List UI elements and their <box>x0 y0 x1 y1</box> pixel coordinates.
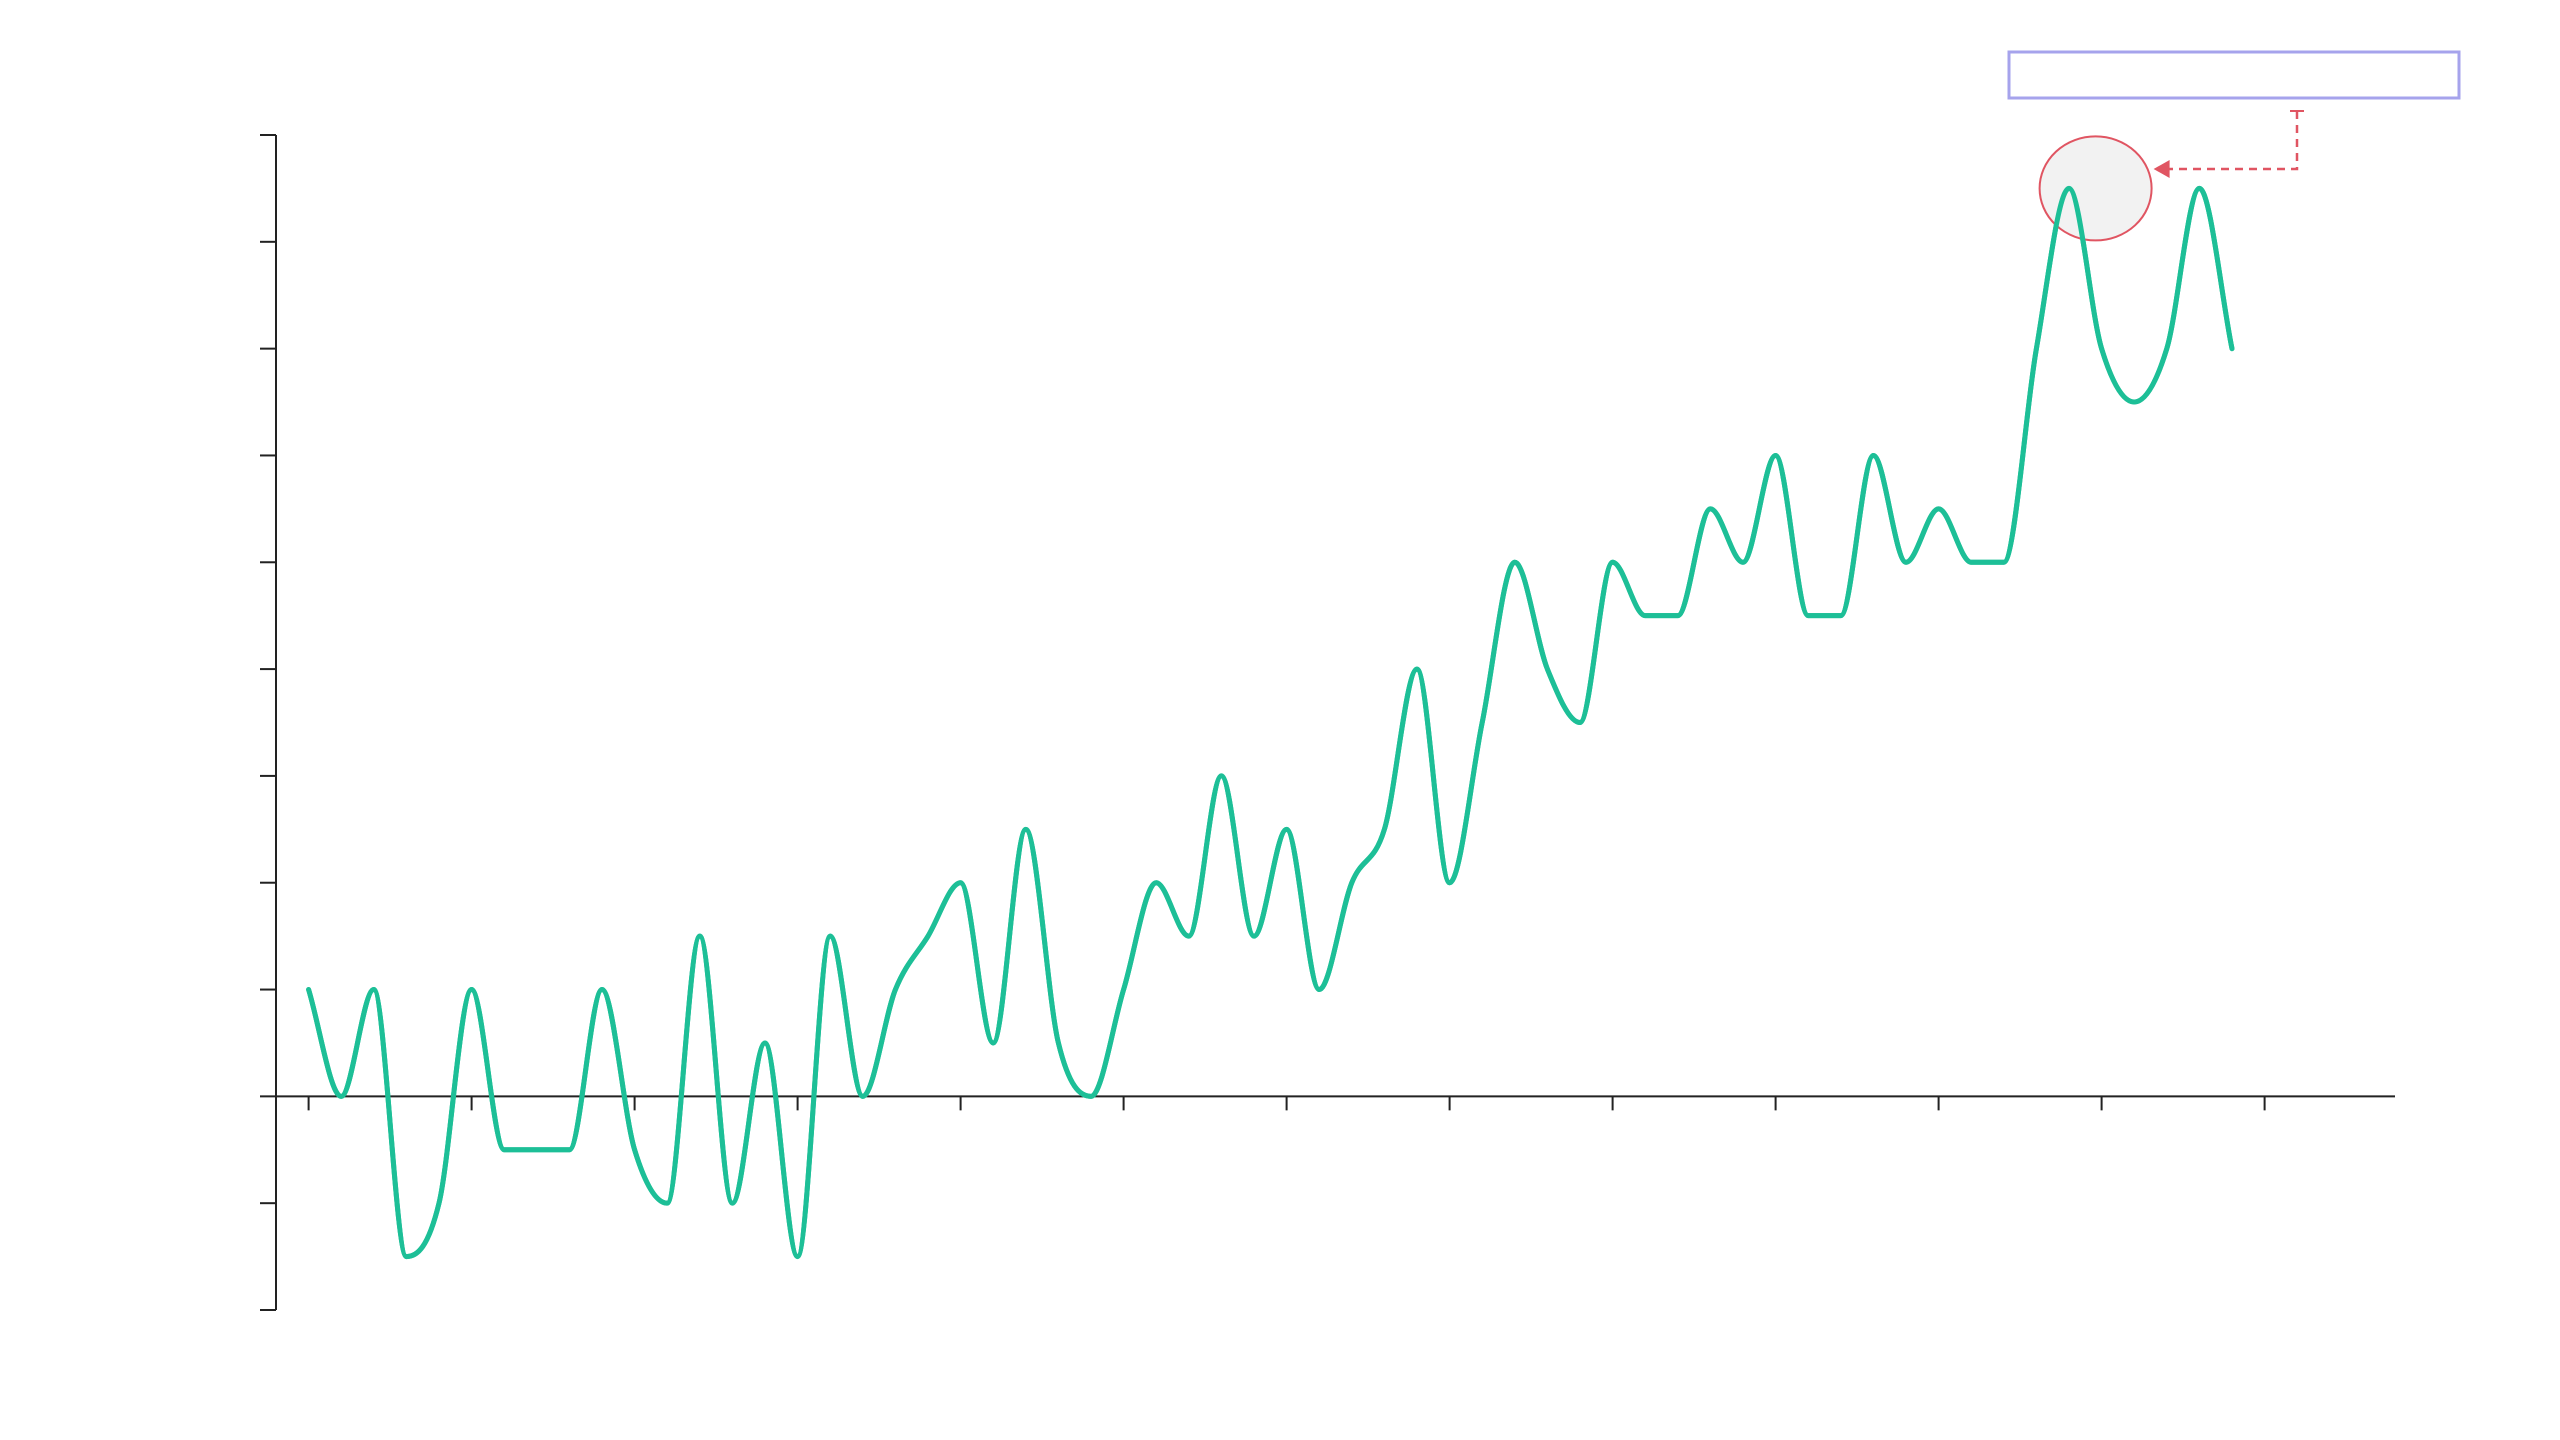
axes <box>260 134 2395 1311</box>
annotation-box <box>2007 50 2461 100</box>
annotation-arrow <box>2167 111 2299 171</box>
highlight-circle <box>2038 135 2153 242</box>
arrow-head <box>2153 160 2170 178</box>
series-line-overlay <box>306 185 2235 1260</box>
annotation <box>306 50 2461 1260</box>
